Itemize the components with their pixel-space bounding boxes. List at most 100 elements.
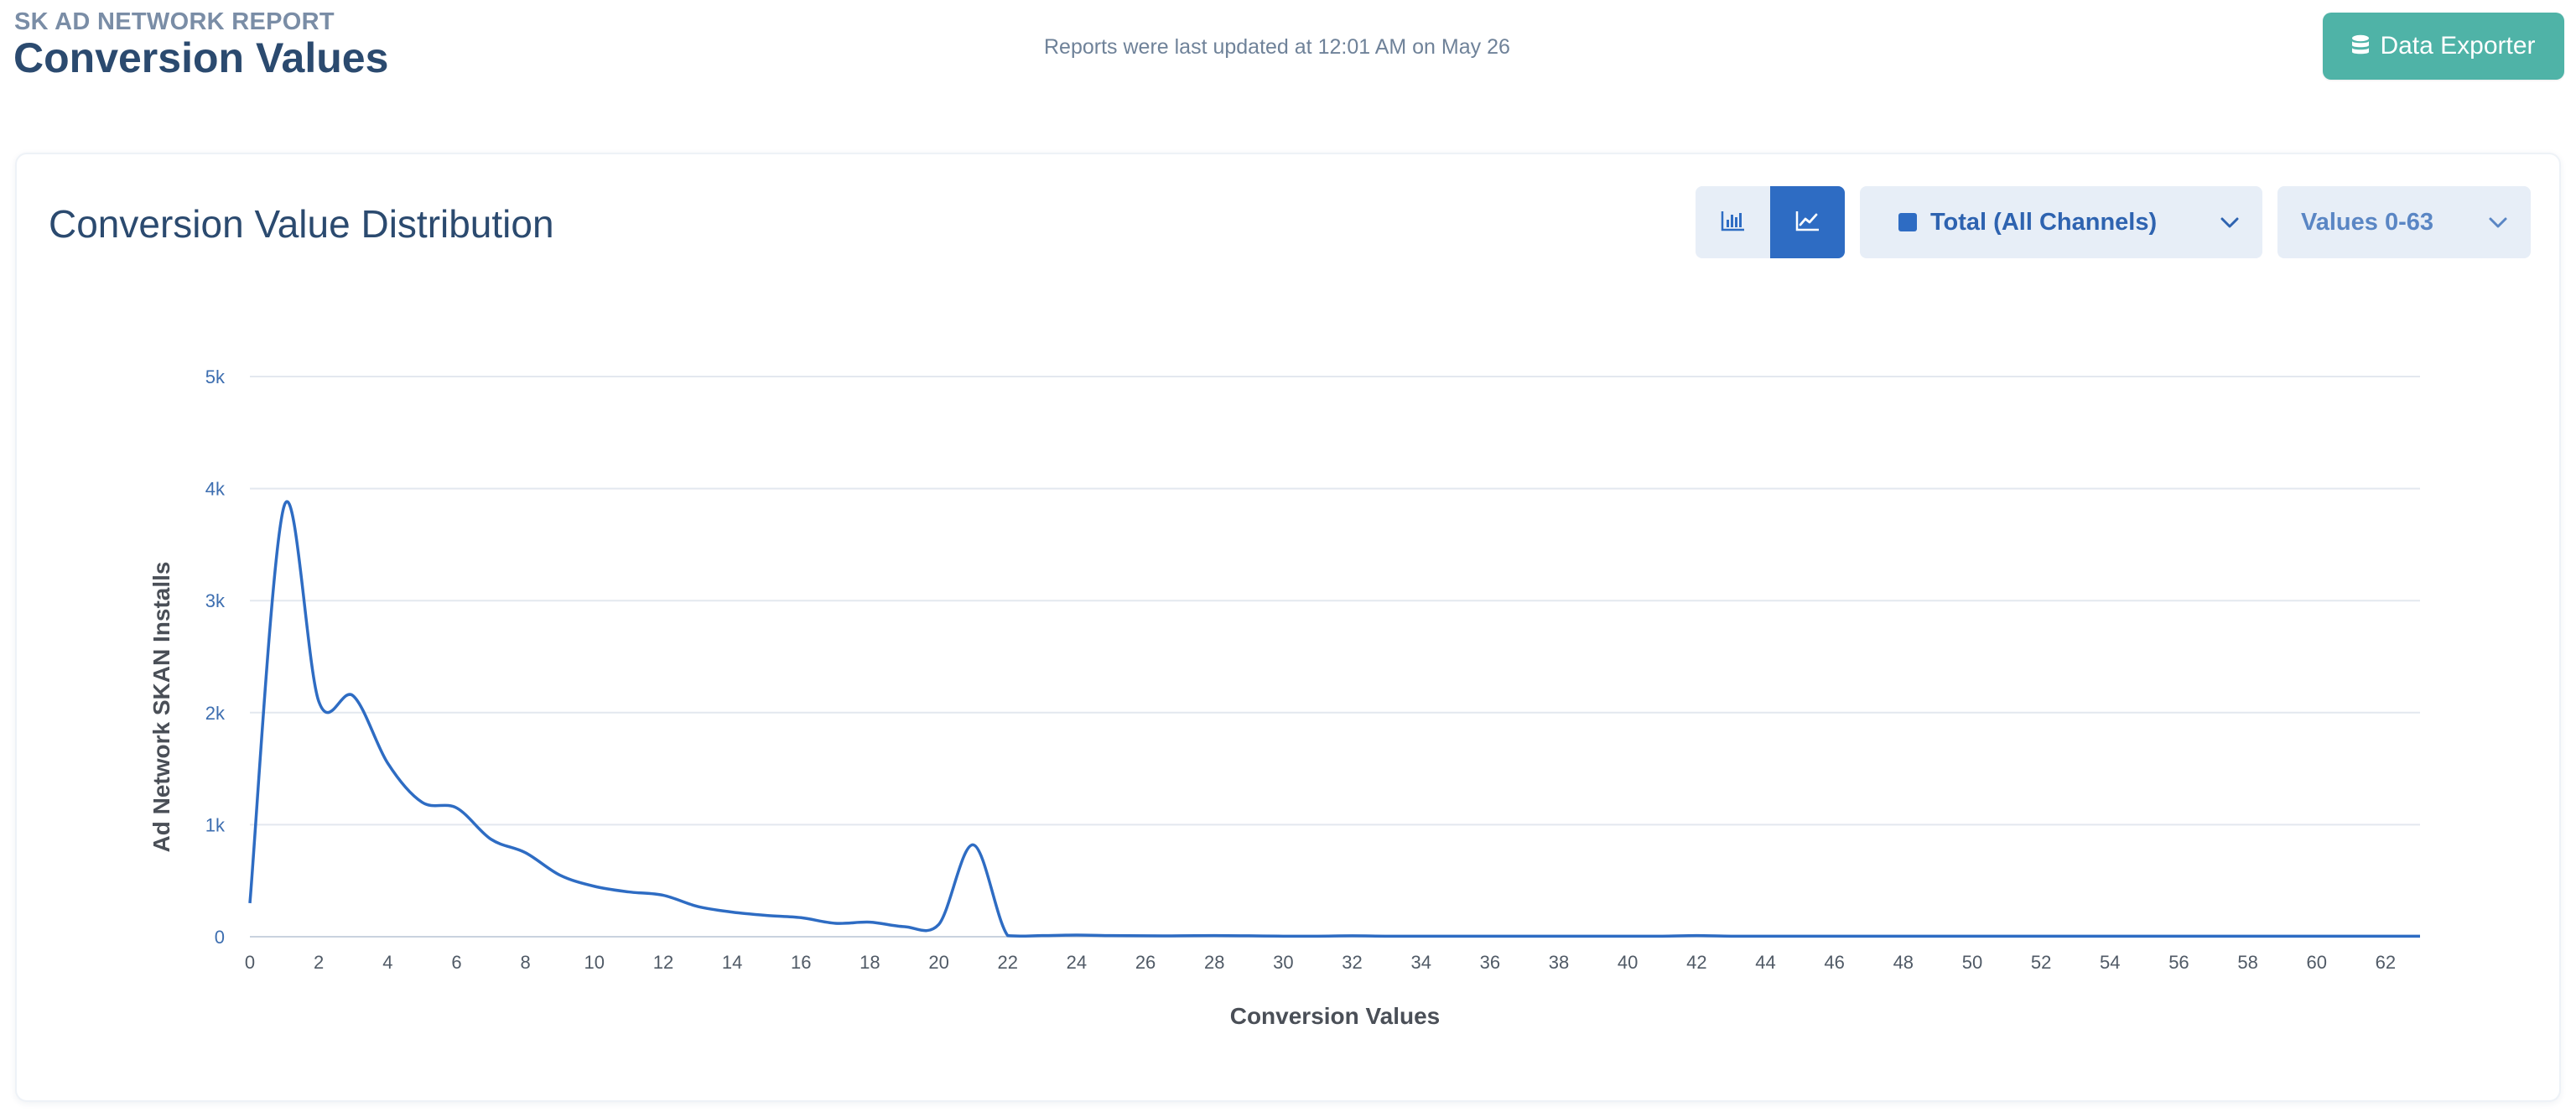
bar-chart-view-button[interactable] <box>1696 186 1770 258</box>
data-point <box>351 694 355 698</box>
x-tick-label: 46 <box>1824 952 1844 973</box>
data-point <box>1488 934 1492 938</box>
x-tick-label: 6 <box>451 952 461 973</box>
data-point <box>1695 934 1698 938</box>
y-tick-label: 0 <box>215 927 225 948</box>
data-point <box>1867 934 1871 938</box>
data-point <box>1902 934 1905 938</box>
data-exporter-label: Data Exporter <box>2380 32 2536 60</box>
x-tick-label: 56 <box>2168 952 2189 973</box>
data-point <box>1281 934 1285 938</box>
x-tick-label: 54 <box>2100 952 2120 973</box>
channel-dropdown-label: Total (All Channels) <box>1930 208 2158 236</box>
data-point <box>454 806 458 809</box>
x-tick-label: 62 <box>2376 952 2396 973</box>
x-tick-label: 38 <box>1549 952 1569 973</box>
data-point <box>558 874 562 877</box>
data-point <box>1316 934 1319 938</box>
x-tick-label: 18 <box>860 952 880 973</box>
last-updated-text: Reports were last updated at 12:01 AM on… <box>1044 35 1510 59</box>
y-tick-label: 4k <box>205 479 226 500</box>
line-chart-view-button[interactable] <box>1770 186 1845 258</box>
x-axis-title: Conversion Values <box>1230 1003 1441 1029</box>
data-point <box>1557 934 1561 938</box>
data-point <box>524 851 527 855</box>
data-point <box>730 911 734 914</box>
line-chart-icon <box>1795 210 1820 236</box>
x-tick-label: 32 <box>1342 952 1362 973</box>
series-line <box>248 500 2420 938</box>
data-point <box>2005 934 2008 938</box>
x-tick-label: 58 <box>2237 952 2257 973</box>
bar-chart-icon <box>1721 210 1746 236</box>
data-point <box>1041 934 1044 938</box>
y-axis-title: Ad Network SKAN Installs <box>148 562 174 853</box>
x-tick-label: 60 <box>2307 952 2327 973</box>
x-tick-label: 36 <box>1480 952 1500 973</box>
x-tick-label: 14 <box>722 952 742 973</box>
data-point <box>1075 933 1078 937</box>
data-point <box>1763 934 1767 938</box>
data-point <box>1178 934 1182 938</box>
database-icon <box>2351 34 2370 58</box>
data-point <box>1729 934 1732 938</box>
data-point <box>972 843 975 846</box>
x-tick-label: 20 <box>928 952 948 973</box>
x-tick-label: 2 <box>314 952 324 973</box>
data-point <box>1247 934 1250 938</box>
y-tick-label: 5k <box>205 366 226 387</box>
card-title: Conversion Value Distribution <box>49 202 554 246</box>
x-tick-label: 10 <box>584 952 605 973</box>
data-point <box>903 925 906 928</box>
page-title: Conversion Values <box>13 34 389 81</box>
data-point <box>2315 934 2319 938</box>
data-point <box>1936 934 1940 938</box>
x-tick-label: 4 <box>382 952 392 973</box>
channel-color-swatch <box>1898 213 1917 231</box>
data-point <box>1420 934 1423 938</box>
data-point <box>1144 934 1147 938</box>
data-point <box>2246 934 2250 938</box>
data-point <box>1799 934 1802 938</box>
data-point <box>2108 934 2111 938</box>
data-point <box>2350 934 2353 938</box>
data-point <box>937 922 941 926</box>
chart-view-toggle <box>1696 186 1845 258</box>
data-point <box>765 914 768 917</box>
data-point <box>1971 934 1974 938</box>
value-range-dropdown[interactable]: Values 0-63 <box>2277 186 2531 258</box>
x-tick-label: 8 <box>521 952 531 973</box>
x-tick-label: 0 <box>245 952 255 973</box>
data-point <box>2212 934 2215 938</box>
data-point <box>799 916 802 919</box>
x-tick-label: 16 <box>791 952 811 973</box>
data-point <box>1454 934 1457 938</box>
data-point <box>1660 934 1664 938</box>
data-point <box>834 922 837 925</box>
data-point <box>868 921 871 924</box>
data-point <box>627 891 631 894</box>
data-point <box>1109 934 1113 938</box>
data-point <box>1006 934 1010 938</box>
chevron-down-icon <box>2487 211 2509 240</box>
channel-dropdown[interactable]: Total (All Channels) <box>1860 186 2262 258</box>
x-tick-label: 22 <box>998 952 1018 973</box>
value-range-label: Values 0-63 <box>2301 208 2433 236</box>
report-eyebrow: SK AD NETWORK REPORT <box>14 8 335 35</box>
x-tick-label: 40 <box>1618 952 1638 973</box>
data-point <box>1385 934 1389 938</box>
data-point <box>2074 934 2077 938</box>
data-point <box>1833 934 1836 938</box>
data-point <box>1523 934 1526 938</box>
x-tick-label: 30 <box>1273 952 1293 973</box>
x-tick-label: 26 <box>1135 952 1156 973</box>
x-tick-label: 52 <box>2031 952 2051 973</box>
data-point <box>2281 934 2284 938</box>
data-point <box>2384 934 2387 938</box>
chevron-down-icon <box>2219 211 2241 240</box>
x-tick-label: 44 <box>1755 952 1775 973</box>
data-point <box>317 699 320 703</box>
data-exporter-button[interactable]: Data Exporter <box>2323 13 2564 80</box>
x-tick-label: 24 <box>1067 952 1087 973</box>
data-point <box>662 894 665 897</box>
